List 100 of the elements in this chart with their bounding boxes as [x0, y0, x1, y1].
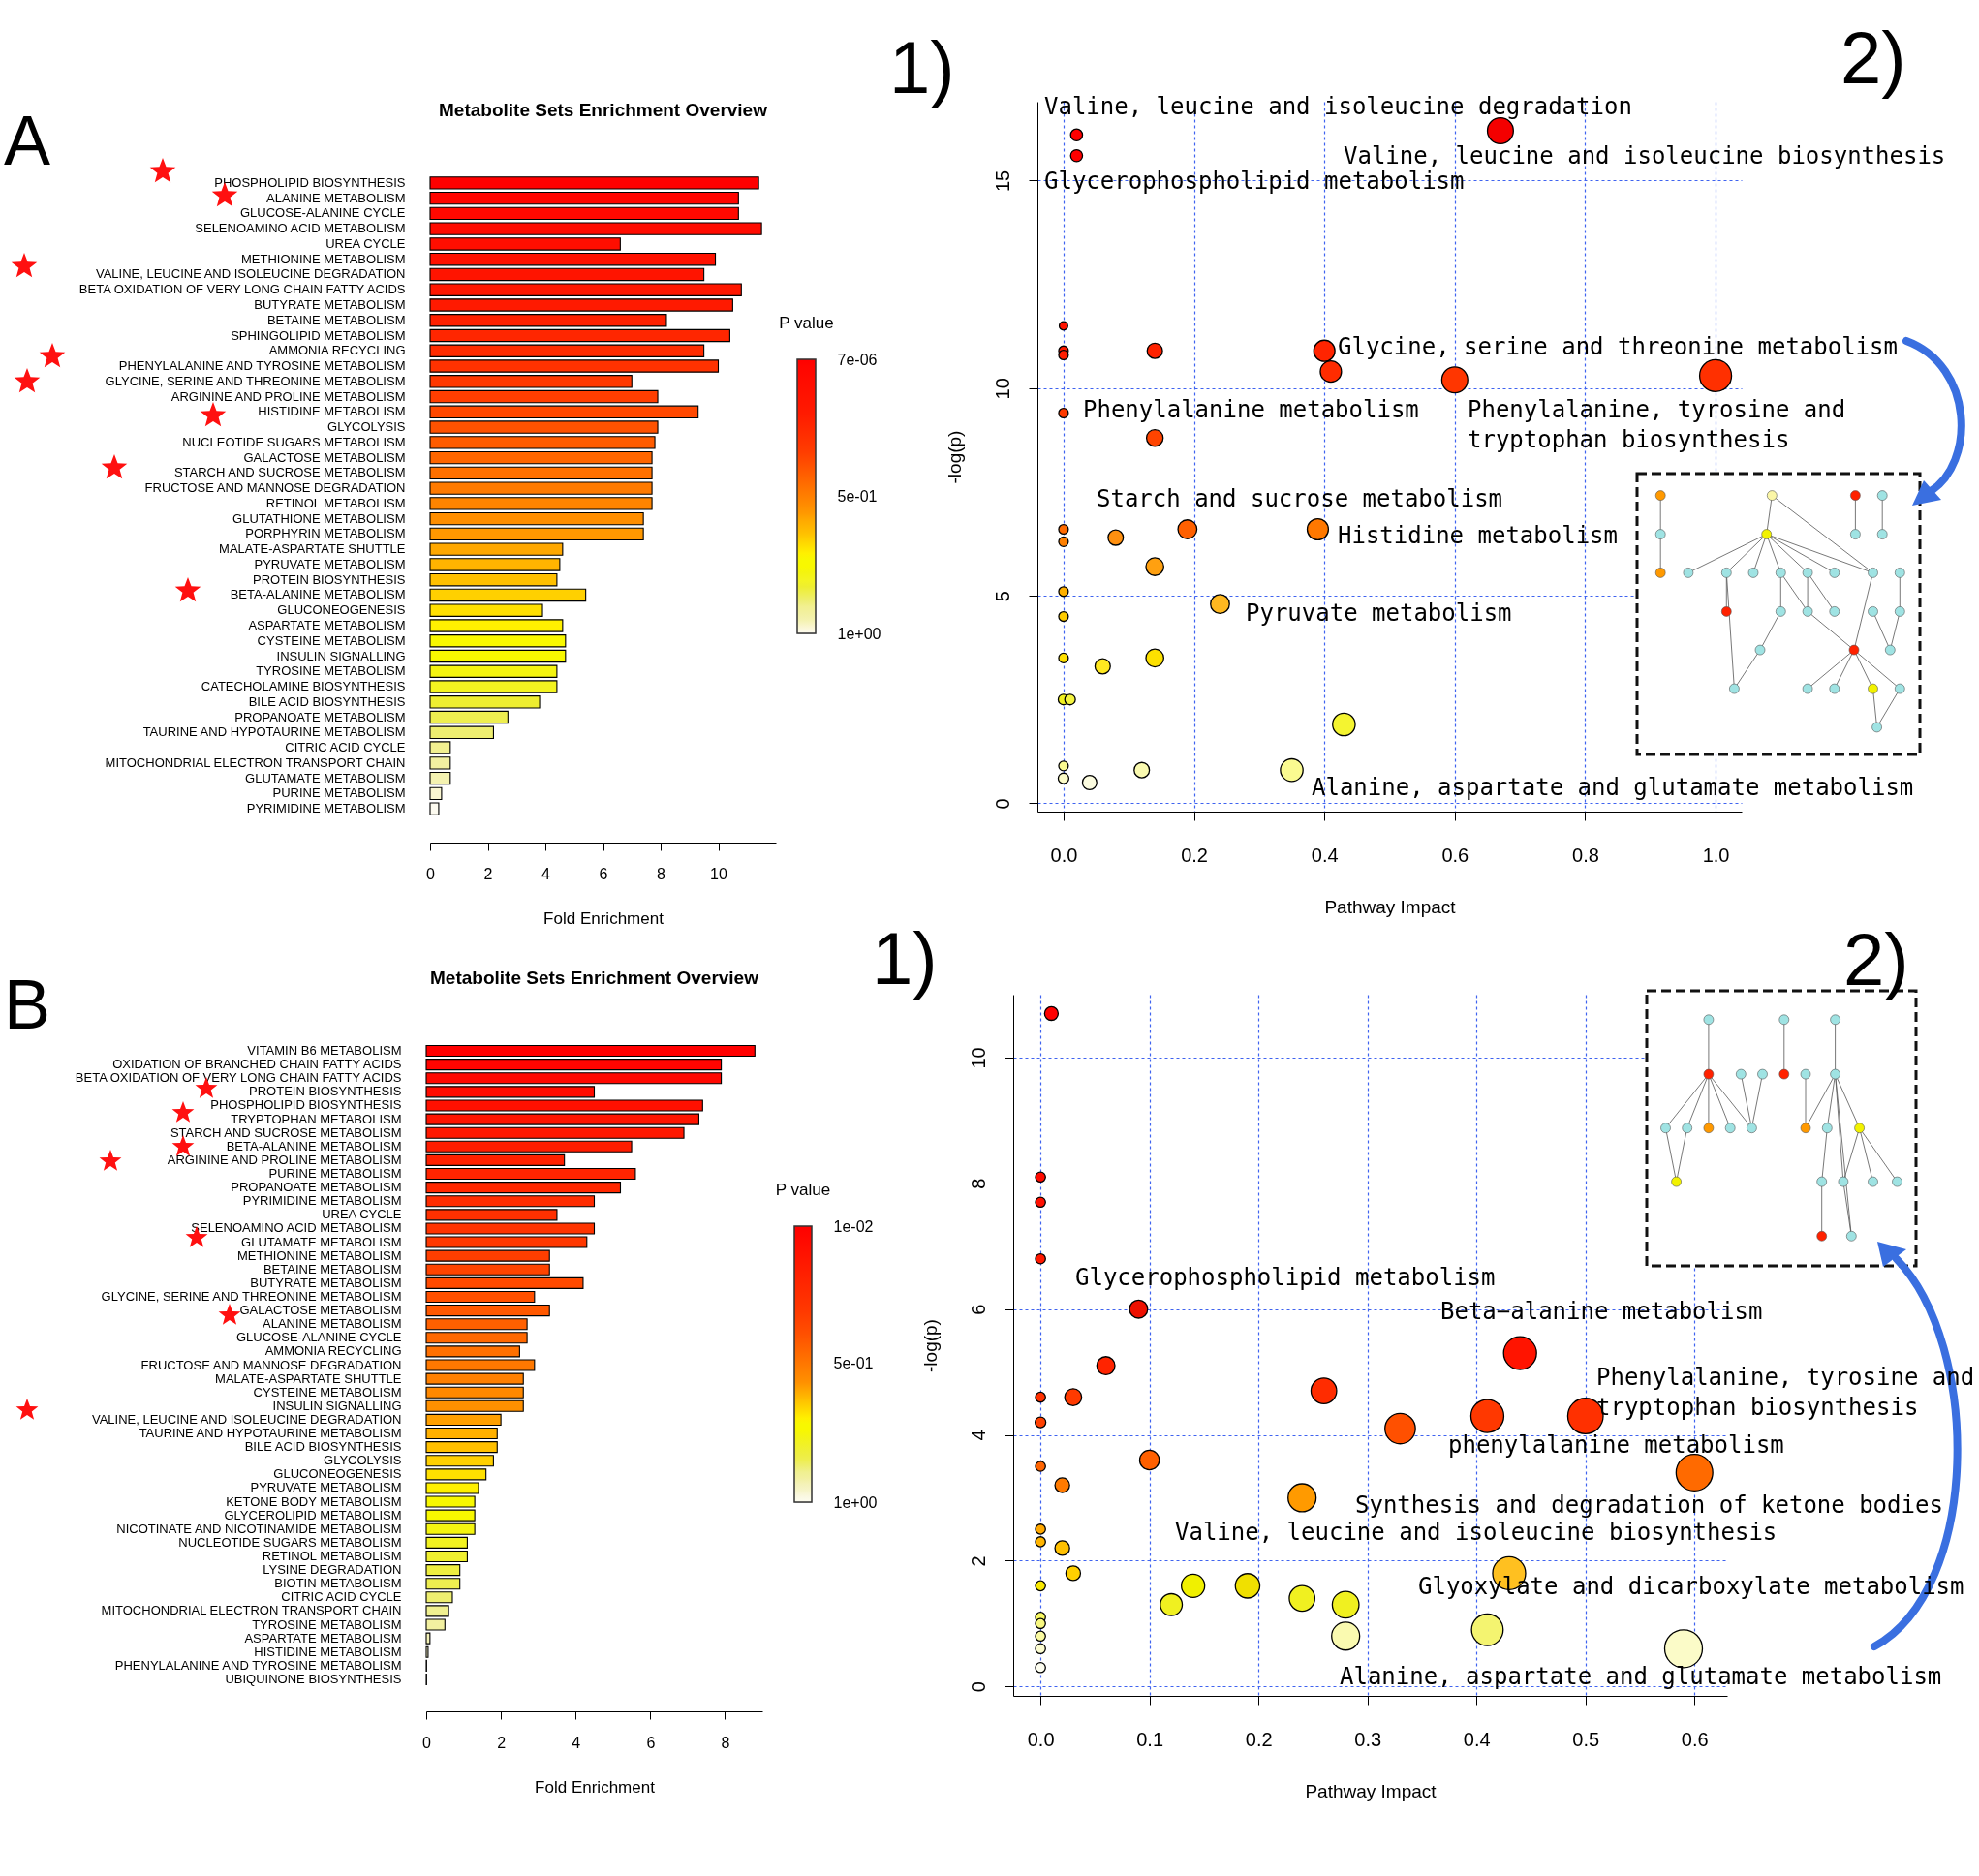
- y-tick-label: TRYPTOPHAN METABOLISM: [231, 1111, 402, 1126]
- y-tick-label: PROTEIN BIOSYNTHESIS: [249, 1084, 402, 1099]
- y-tick-label: BETA-ALANINE METABOLISM: [226, 1138, 402, 1153]
- y-tick-label: PORPHYRIN METABOLISM: [245, 526, 406, 541]
- x-tick-label: 0.4: [1463, 1728, 1491, 1750]
- x-tick-label: 0.0: [1027, 1728, 1055, 1750]
- y-tick-label: TYROSINE METABOLISM: [252, 1616, 402, 1632]
- x-tick-label: 1.0: [1702, 844, 1730, 866]
- x-tick-label: 0.3: [1354, 1728, 1382, 1750]
- y-tick-label: PHENYLALANINE AND TYROSINE METABOLISM: [114, 1657, 402, 1673]
- y-tick-label: 10: [967, 1047, 989, 1069]
- y-tick-label: GLUCONEOGENESIS: [277, 602, 406, 618]
- y-tick-label: ARGININE AND PROLINE METABOLISM: [167, 1152, 402, 1167]
- y-tick-label: GLUTAMATE METABOLISM: [245, 770, 406, 785]
- y-tick-label: CATECHOLAMINE BIOSYNTHESIS: [201, 679, 406, 694]
- y-tick-label: STARCH AND SUCROSE METABOLISM: [173, 465, 406, 480]
- y-tick-label: HISTIDINE METABOLISM: [254, 1644, 402, 1659]
- y-tick-label: BETA OXIDATION OF VERY LONG CHAIN FATTY ACIDS: [75, 1070, 402, 1086]
- y-tick-label: GLUTAMATE METABOLISM: [241, 1234, 402, 1249]
- annotation: Valine, leucine and isoleucine biosynthesis: [1175, 1519, 1778, 1546]
- y-tick-label: PURINE METABOLISM: [272, 785, 406, 801]
- y-tick-label: ALANINE METABOLISM: [262, 1316, 402, 1332]
- y-tick-label: PYRIMIDINE METABOLISM: [242, 1193, 402, 1209]
- annotation: Alanine, aspartate and glutamate metabolism: [1312, 774, 1914, 801]
- y-tick-label: PYRIMIDINE METABOLISM: [246, 801, 406, 816]
- y-tick-label: GLUCOSE-ALANINE CYCLE: [240, 205, 406, 221]
- y-tick-label: GLUCONEOGENESIS: [273, 1466, 402, 1482]
- y-tick-label: GLUTATHIONE METABOLISM: [232, 510, 406, 526]
- x-tick-label: 0: [426, 865, 436, 882]
- y-tick-label: ARGININE AND PROLINE METABOLISM: [170, 388, 406, 404]
- x-tick-label: 0.4: [1311, 844, 1339, 866]
- annotation: phenylalanine metabolism: [1448, 1431, 1784, 1459]
- x-tick-label: 0.2: [1181, 844, 1208, 866]
- annotation: Valine, leucine and isoleucine biosynthesis: [1344, 142, 1946, 169]
- annotation: Phenylalanine, tyrosine and tryptophan biosynthesis: [1468, 396, 1846, 453]
- y-tick-label: PROPANOATE METABOLISM: [234, 709, 406, 724]
- y-tick-label: BIOTIN METABOLISM: [274, 1576, 402, 1591]
- y-tick-label: PHOSPHOLIPID BIOSYNTHESIS: [214, 174, 406, 190]
- y-tick-label: SPHINGOLIPID METABOLISM: [231, 327, 406, 343]
- chart-title: Metabolite Sets Enrichment Overview: [430, 968, 759, 988]
- y-tick-label: PHENYLALANINE AND TYROSINE METABOLISM: [118, 358, 406, 374]
- color-bar-label: 5e-01: [833, 1354, 874, 1371]
- y-tick-label: VALINE, LEUCINE AND ISOLEUCINE DEGRADATION: [91, 1411, 402, 1427]
- y-tick-label: KETONE BODY METABOLISM: [226, 1493, 402, 1509]
- x-axis-title: Fold Enrichment: [535, 1777, 656, 1797]
- y-tick-label: SELENOAMINO ACID METABOLISM: [191, 1220, 402, 1236]
- color-bar-label: 1e+00: [837, 625, 881, 642]
- annotation: Glycerophospholipid metabolism: [1075, 1264, 1496, 1291]
- y-tick-label: OXIDATION OF BRANCHED CHAIN FATTY ACIDS: [112, 1057, 402, 1072]
- x-tick-label: 8: [657, 865, 666, 882]
- y-tick-label: GLUCOSE-ALANINE CYCLE: [236, 1330, 402, 1345]
- y-tick-label: SELENOAMINO ACID METABOLISM: [195, 221, 406, 236]
- y-tick-label: NUCLEOTIDE SUGARS METABOLISM: [178, 1534, 402, 1550]
- y-tick-label: PYRUVATE METABOLISM: [250, 1480, 402, 1495]
- y-tick-label: AMMONIA RECYCLING: [264, 1343, 402, 1359]
- color-bar-label: 7e-06: [837, 351, 878, 368]
- y-tick-label: NUCLEOTIDE SUGARS METABOLISM: [182, 434, 406, 449]
- y-tick-label: 10: [991, 378, 1013, 400]
- y-tick-label: BUTYRATE METABOLISM: [250, 1275, 402, 1290]
- y-tick-label: UBIQUINONE BIOSYNTHESIS: [225, 1671, 402, 1686]
- y-tick-label: GLYCOLYSIS: [324, 1453, 402, 1468]
- x-tick-label: 0.6: [1681, 1728, 1709, 1750]
- y-tick-label: 0: [967, 1681, 989, 1693]
- y-tick-label: RETINOL METABOLISM: [262, 1548, 402, 1563]
- y-tick-label: PURINE METABOLISM: [268, 1166, 402, 1182]
- y-tick-label: INSULIN SIGNALLING: [272, 1398, 402, 1413]
- y-tick-label: MALATE-ASPARTATE SHUTTLE: [219, 541, 406, 557]
- y-tick-label: NICOTINATE AND NICOTINAMIDE METABOLISM: [116, 1521, 402, 1536]
- y-tick-label: ALANINE METABOLISM: [265, 190, 406, 205]
- text: 1): [889, 26, 955, 108]
- color-bar-label: 1e-02: [833, 1217, 874, 1235]
- chart-title: Metabolite Sets Enrichment Overview: [439, 100, 768, 120]
- y-tick-label: AMMONIA RECYCLING: [268, 343, 406, 358]
- y-tick-label: 0: [991, 798, 1013, 810]
- text: 2): [1843, 918, 1909, 1000]
- y-tick-label: METHIONINE METABOLISM: [237, 1247, 402, 1263]
- y-tick-label: RETINOL METABOLISM: [265, 495, 406, 510]
- x-tick-label: 6: [599, 865, 608, 882]
- x-axis-title: Pathway Impact: [1324, 896, 1457, 917]
- y-tick-label: VITAMIN B6 METABOLISM: [247, 1043, 402, 1059]
- y-tick-label: LYSINE DEGRADATION: [263, 1562, 402, 1578]
- x-tick-label: 0: [422, 1734, 432, 1751]
- annotation: Pyruvate metabolism: [1246, 600, 1512, 627]
- y-tick-label: GLYCOLYSIS: [327, 419, 406, 435]
- y-tick-label: ASPARTATE METABOLISM: [244, 1630, 402, 1645]
- y-tick-label: 8: [967, 1178, 989, 1189]
- y-tick-label: TAURINE AND HYPOTAURINE METABOLISM: [142, 724, 406, 740]
- y-tick-label: BILE ACID BIOSYNTHESIS: [244, 1439, 402, 1455]
- text: 1): [872, 917, 938, 1000]
- x-tick-label: 0.8: [1572, 844, 1599, 866]
- y-tick-label: FRUCTOSE AND MANNOSE DEGRADATION: [144, 480, 406, 496]
- y-tick-label: BUTYRATE METABOLISM: [254, 296, 406, 312]
- y-tick-label: INSULIN SIGNALLING: [276, 648, 406, 663]
- x-tick-label: 4: [572, 1734, 581, 1751]
- y-tick-label: FRUCTOSE AND MANNOSE DEGRADATION: [140, 1357, 402, 1372]
- y-tick-label: GLYCINE, SERINE AND THREONINE METABOLISM: [101, 1288, 402, 1304]
- annotation: Valine, leucine and isoleucine degradation: [1044, 93, 1632, 120]
- text: 2): [1840, 16, 1906, 99]
- y-tick-label: UREA CYCLE: [325, 235, 406, 251]
- x-tick-label: 8: [721, 1734, 730, 1751]
